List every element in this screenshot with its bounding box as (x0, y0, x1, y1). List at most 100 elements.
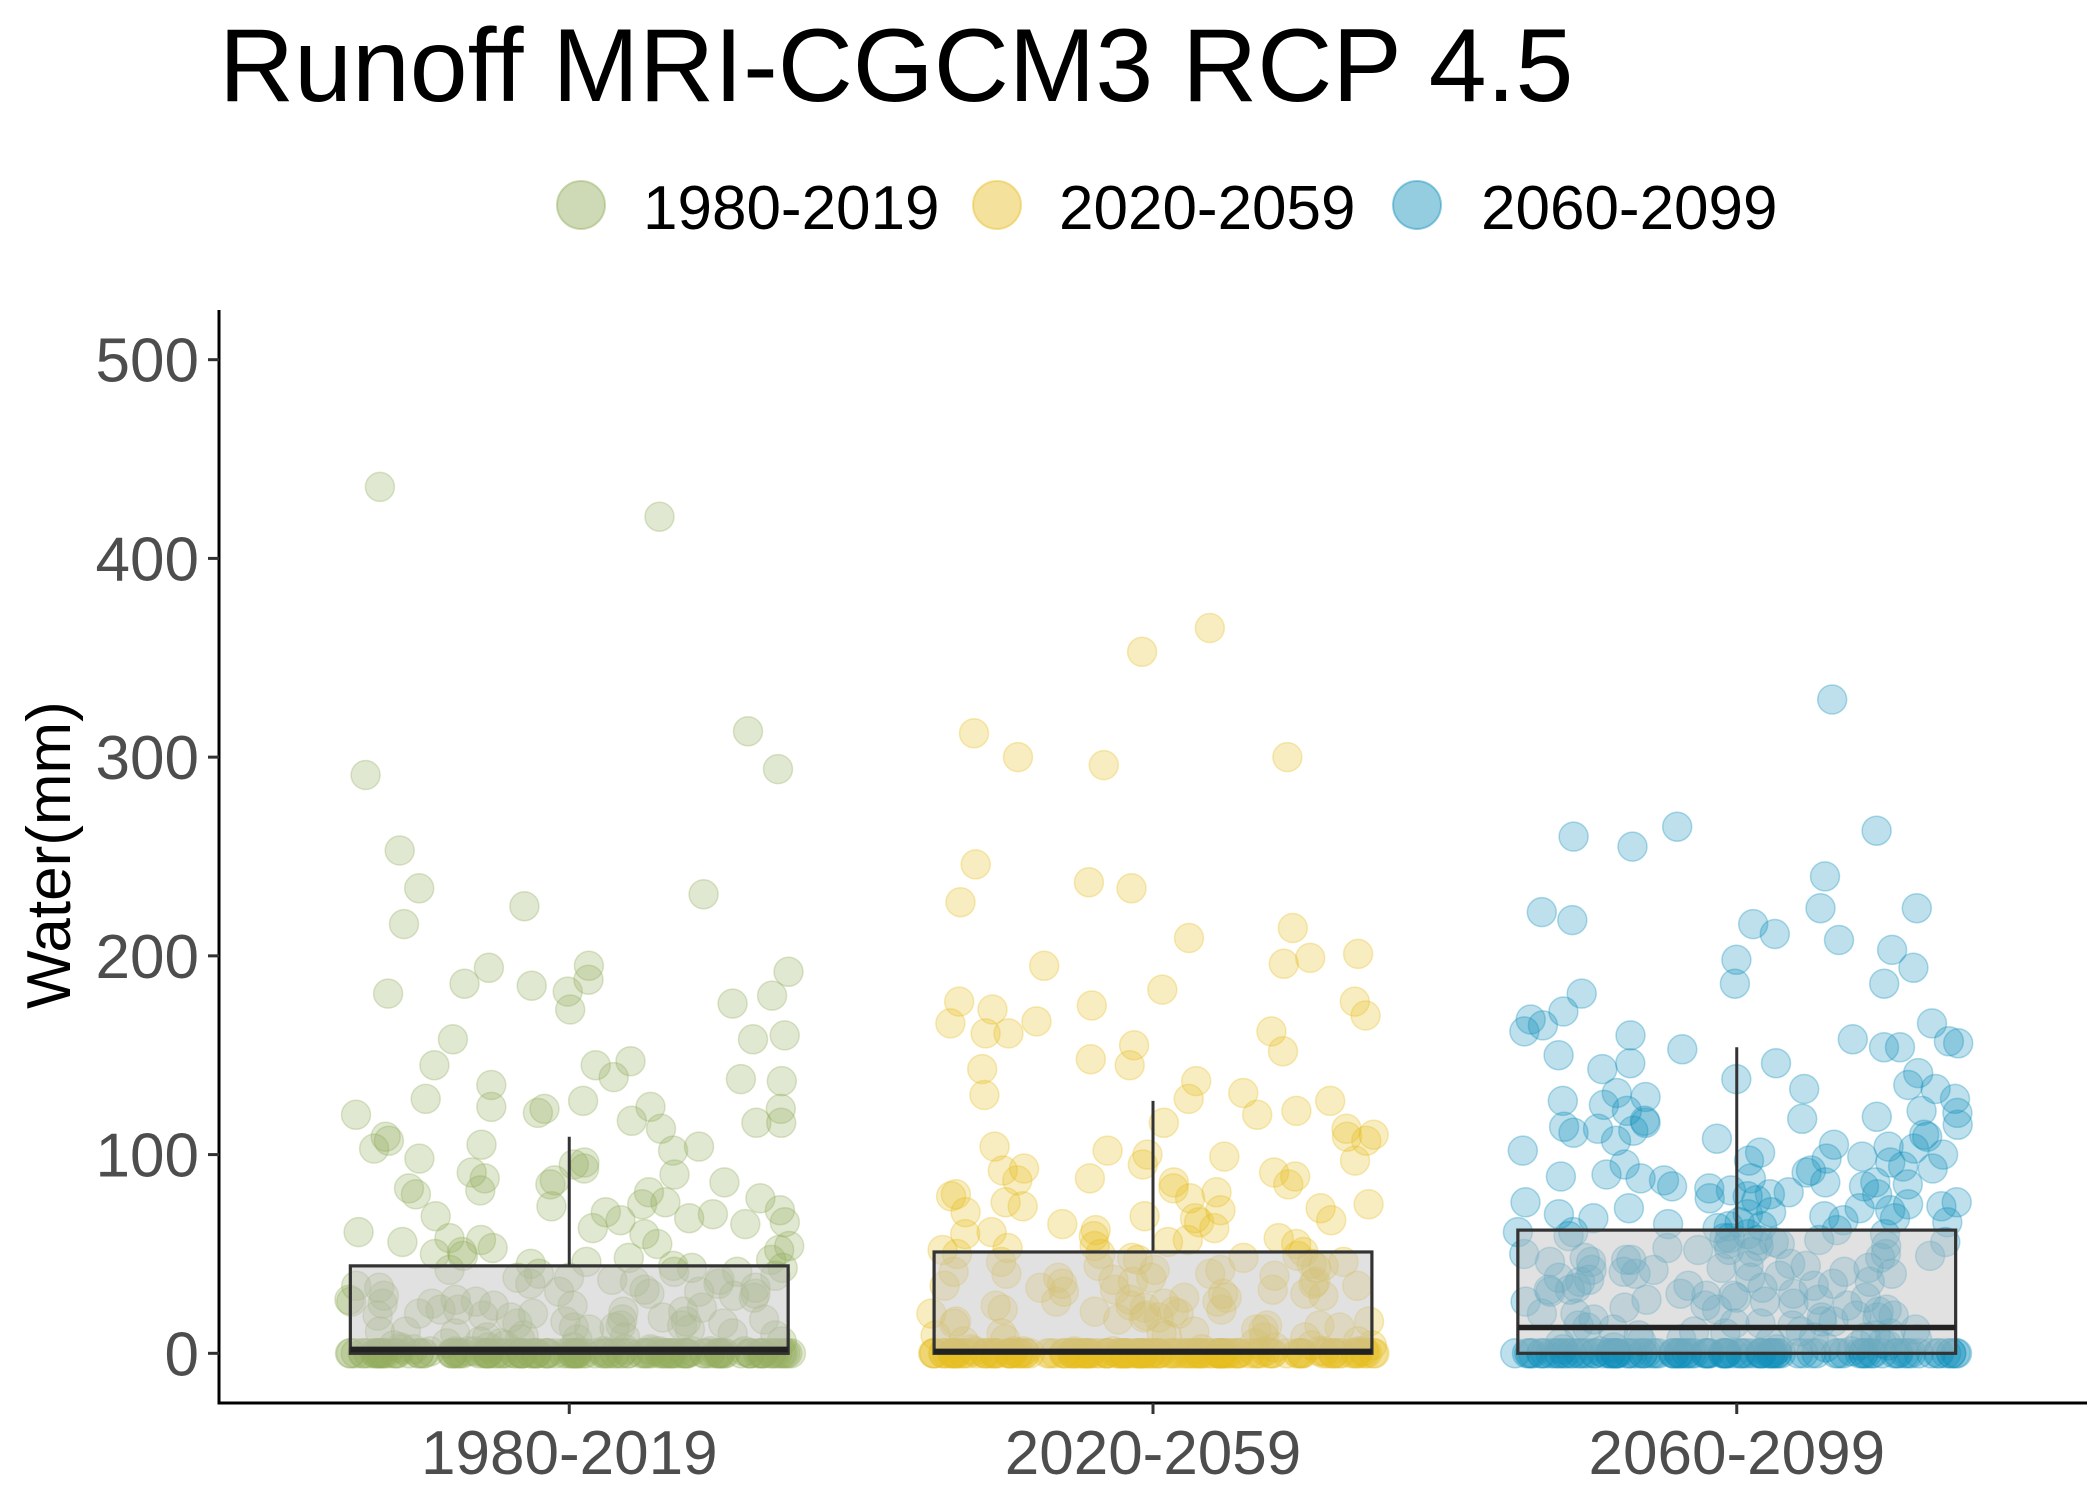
point-1980-2019 (437, 1024, 469, 1055)
point-1980-2019 (590, 1196, 622, 1228)
legend: 1980-2019 2020-2059 2060-2099 (556, 174, 1778, 243)
point-2060-2099 (1754, 1179, 1786, 1210)
point-2020-2059 (960, 849, 991, 880)
point-2020-2059 (1209, 1141, 1240, 1172)
point-1980-2019 (688, 879, 719, 910)
point-2060-2099 (1543, 1039, 1574, 1071)
point-1980-2019 (644, 501, 675, 532)
point-2060-2099 (1613, 1192, 1645, 1224)
point-2060-2099 (1557, 904, 1588, 936)
point-2060-2099 (1939, 1083, 1971, 1115)
point-2020-2059 (1351, 1125, 1382, 1156)
point-2060-2099 (1791, 1157, 1822, 1188)
point-2060-2099 (1942, 1109, 1973, 1141)
point-1980-2019 (580, 1049, 611, 1081)
point-2020-2059 (1268, 948, 1300, 980)
point-1980-2019 (465, 1175, 496, 1206)
point-2060-2099 (1760, 1047, 1792, 1079)
point-1980-2019 (645, 1113, 677, 1145)
point-2020-2059 (1148, 1107, 1180, 1139)
point-2060-2099 (1587, 1053, 1618, 1085)
point-2060-2099 (1908, 1119, 1940, 1150)
point-1980-2019 (659, 1159, 690, 1190)
point-2020-2059 (1080, 1214, 1111, 1246)
point-2020-2059 (1339, 1145, 1371, 1176)
point-2060-2099 (1566, 978, 1597, 1009)
point-2060-2099 (1861, 1101, 1893, 1133)
point-1980-2019 (343, 1216, 374, 1248)
point-1980-2019 (567, 1085, 599, 1117)
y-axis-ticks: 0 100 200 300 400 500 (96, 327, 219, 1389)
point-1980-2019 (476, 1091, 507, 1123)
point-1980-2019 (605, 1204, 636, 1236)
point-1980-2019 (340, 1099, 372, 1131)
point-2060-2099 (1656, 1171, 1688, 1202)
point-1980-2019 (697, 1198, 729, 1230)
point-2020-2059 (969, 1079, 1000, 1111)
point-2060-2099 (1874, 1194, 1906, 1226)
point-2060-2099 (1920, 1073, 1951, 1105)
boxplot-2060-2099 (1516, 1047, 1958, 1355)
point-2060-2099 (1942, 1028, 1974, 1059)
point-1980-2019 (403, 873, 435, 904)
point-2060-2099 (1893, 1069, 1924, 1101)
point-1980-2019 (577, 1212, 609, 1244)
point-1980-2019 (765, 1093, 797, 1125)
point-2060-2099 (1618, 1115, 1649, 1146)
point-2020-2059 (1126, 636, 1158, 668)
point-2060-2099 (1600, 1125, 1632, 1156)
point-2060-2099 (1844, 1192, 1875, 1224)
point-2020-2059 (979, 1131, 1010, 1162)
point-2060-2099 (1906, 1095, 1937, 1127)
point-1980-2019 (449, 968, 480, 999)
point-1980-2019 (400, 1179, 432, 1210)
point-2020-2059 (976, 1216, 1007, 1248)
point-2060-2099 (1701, 1123, 1733, 1154)
point-1980-2019 (732, 716, 764, 747)
point-1980-2019 (419, 1049, 450, 1081)
point-2060-2099 (1887, 1151, 1919, 1182)
point-2020-2059 (1116, 873, 1147, 904)
point-2020-2059 (1008, 1153, 1040, 1184)
point-2020-2059 (1272, 741, 1303, 773)
point-1980-2019 (477, 1232, 508, 1264)
point-2060-2099 (1545, 1161, 1577, 1192)
point-2020-2059 (966, 1053, 998, 1085)
point-1980-2019 (773, 1230, 805, 1262)
point-2060-2099 (1926, 1191, 1957, 1222)
point-2020-2059 (977, 994, 1008, 1025)
point-2060-2099 (1898, 952, 1929, 984)
point-2060-2099 (1609, 1149, 1640, 1180)
point-2020-2059 (1205, 1194, 1236, 1226)
point-2060-2099 (1861, 1179, 1893, 1210)
point-1980-2019 (372, 978, 404, 1009)
point-1980-2019 (769, 1206, 801, 1238)
point-2020-2059 (950, 1196, 981, 1228)
point-1980-2019 (725, 1063, 757, 1095)
point-1980-2019 (456, 1157, 487, 1188)
point-1980-2019 (650, 1187, 681, 1218)
point-1980-2019 (522, 1097, 554, 1129)
point-2020-2059 (1147, 974, 1178, 1005)
point-2020-2059 (1174, 1183, 1206, 1214)
point-1980-2019 (529, 1093, 560, 1125)
point-2060-2099 (1648, 1165, 1680, 1196)
x-axis-ticks: 1980-2019 2020-2059 2060-2099 (421, 1403, 1885, 1488)
point-2020-2059 (1199, 1212, 1230, 1244)
point-2060-2099 (1860, 1167, 1891, 1198)
point-2020-2059 (1353, 1189, 1384, 1220)
point-1980-2019 (554, 994, 586, 1025)
point-2020-2059 (943, 986, 975, 1017)
point-2060-2099 (1884, 1032, 1916, 1063)
point-2020-2059 (1273, 1169, 1304, 1200)
point-2020-2059 (1173, 922, 1205, 954)
point-2020-2059 (1114, 1049, 1145, 1081)
point-1980-2019 (626, 1189, 658, 1220)
point-2060-2099 (1737, 908, 1769, 940)
point-1980-2019 (535, 1169, 566, 1200)
point-2020-2059 (1088, 749, 1120, 781)
point-2020-2059 (1305, 1192, 1336, 1224)
point-2060-2099 (1861, 815, 1892, 846)
point-2020-2059 (1256, 1016, 1287, 1047)
